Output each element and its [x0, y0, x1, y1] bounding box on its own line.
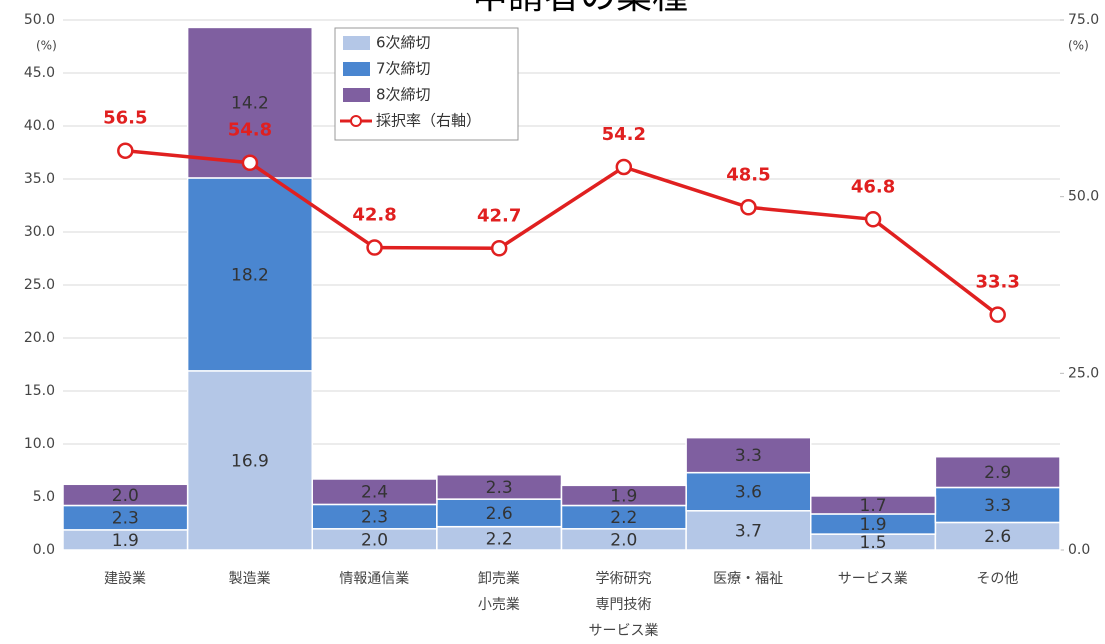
line-value-label: 42.8: [352, 205, 396, 226]
x-tick-label: 卸売業 小売業: [477, 571, 520, 613]
bar-value-label: 2.0: [610, 530, 637, 550]
chart-title: 申請者の業種: [472, 0, 688, 17]
bar-value-label: 3.6: [735, 483, 762, 503]
bar-value-label: 3.7: [735, 521, 762, 541]
line-marker: [490, 240, 508, 257]
bar-segment: [436, 498, 563, 528]
y-tick-label: 25.0: [24, 277, 55, 293]
bar-segment: [934, 521, 1061, 551]
bar-value-label: 1.5: [860, 533, 887, 553]
line-value-label: 33.3: [975, 272, 1019, 293]
y-tick-label: 15.0: [24, 383, 55, 399]
bar-value-label: 2.6: [984, 527, 1011, 547]
y2-axis-label: (%): [1068, 39, 1089, 53]
legend-swatch: [343, 36, 370, 50]
x-tick-label: 情報通信業: [339, 571, 410, 587]
bar-value-label: 1.7: [860, 496, 887, 516]
y-tick-label: 30.0: [24, 224, 55, 240]
x-tick-label: サービス業: [837, 571, 908, 587]
y2-tick-label: 75.0: [1068, 12, 1099, 28]
x-tick-label: 学術研究 専門技術 サービス業: [588, 571, 659, 639]
bar-value-label: 2.3: [486, 478, 513, 498]
y-tick-label: 20.0: [24, 330, 55, 346]
y-tick-label: 0.0: [33, 542, 55, 558]
bar-value-label: 3.3: [984, 496, 1011, 516]
bar-value-label: 18.2: [231, 265, 269, 285]
bar-value-label: 2.9: [984, 463, 1011, 483]
line-value-label: 46.8: [851, 176, 895, 197]
y2-tick-label: 0.0: [1068, 542, 1090, 558]
y-tick-label: 50.0: [24, 12, 55, 28]
bar-value-label: 14.2: [231, 94, 269, 114]
legend-swatch: [343, 62, 370, 76]
y2-tick-label: 25.0: [1068, 365, 1099, 381]
x-tick-label: 医療・福祉: [713, 571, 784, 587]
line-value-label: 56.5: [103, 108, 147, 129]
line-value-label: 48.5: [726, 164, 770, 185]
line-marker: [615, 158, 633, 176]
legend-label: 6次締切: [376, 34, 431, 52]
bar-value-label: 1.9: [112, 531, 139, 551]
bar-value-label: 2.3: [361, 508, 388, 528]
y-tick-label: 10.0: [24, 436, 55, 452]
line-marker: [117, 142, 134, 159]
line-value-label: 54.8: [228, 120, 272, 141]
bar-value-label: 1.9: [610, 486, 637, 506]
legend-label: 7次締切: [376, 60, 431, 78]
legend-label: 8次締切: [376, 86, 431, 104]
bar-value-label: 2.0: [112, 486, 139, 506]
bar-value-label: 2.2: [486, 529, 513, 549]
bar-segment: [560, 484, 687, 507]
bar-segment: [934, 455, 1061, 489]
bar-segment: [62, 504, 189, 531]
y-tick-label: 5.0: [33, 489, 55, 505]
y-tick-label: 40.0: [24, 118, 55, 134]
x-tick-label: その他: [976, 571, 1019, 587]
legend-marker: [350, 115, 362, 127]
line-series: [125, 148, 999, 317]
y-tick-label: 35.0: [24, 171, 55, 187]
line-marker: [241, 154, 259, 171]
bar-segment: [810, 495, 937, 515]
bar-value-label: 2.3: [112, 509, 139, 529]
bar-segment: [186, 177, 313, 372]
x-tick-label: 建設業: [104, 571, 146, 587]
bar-segment: [685, 510, 812, 551]
bar-segment: [311, 478, 438, 506]
bar-segment: [186, 26, 313, 179]
bar-value-label: 16.9: [231, 451, 269, 471]
bar-value-label: 2.4: [361, 483, 388, 503]
bar-value-label: 2.0: [361, 530, 388, 550]
bar-value-label: 2.6: [486, 504, 513, 524]
bar-value-label: 1.9: [860, 515, 887, 535]
bar-value-label: 2.2: [610, 508, 637, 528]
bar-segment: [685, 436, 812, 474]
y-axis-label: (%): [36, 39, 57, 53]
bar-value-label: 3.3: [735, 446, 762, 466]
line-marker: [366, 239, 383, 256]
legend-label: 採択率（右軸）: [376, 112, 481, 130]
x-tick-label: 製造業: [228, 571, 271, 587]
bar-segment: [436, 473, 563, 500]
y2-tick-label: 50.0: [1068, 189, 1099, 205]
bar-segment: [934, 486, 1061, 524]
y-tick-label: 45.0: [24, 65, 55, 81]
line-marker: [989, 306, 1006, 323]
bar-segment: [62, 483, 189, 507]
line-value-label: 42.7: [477, 205, 521, 226]
line-marker: [740, 199, 757, 216]
line-marker: [864, 211, 882, 228]
legend-swatch: [343, 88, 370, 102]
line-value-label: 54.2: [602, 124, 646, 145]
